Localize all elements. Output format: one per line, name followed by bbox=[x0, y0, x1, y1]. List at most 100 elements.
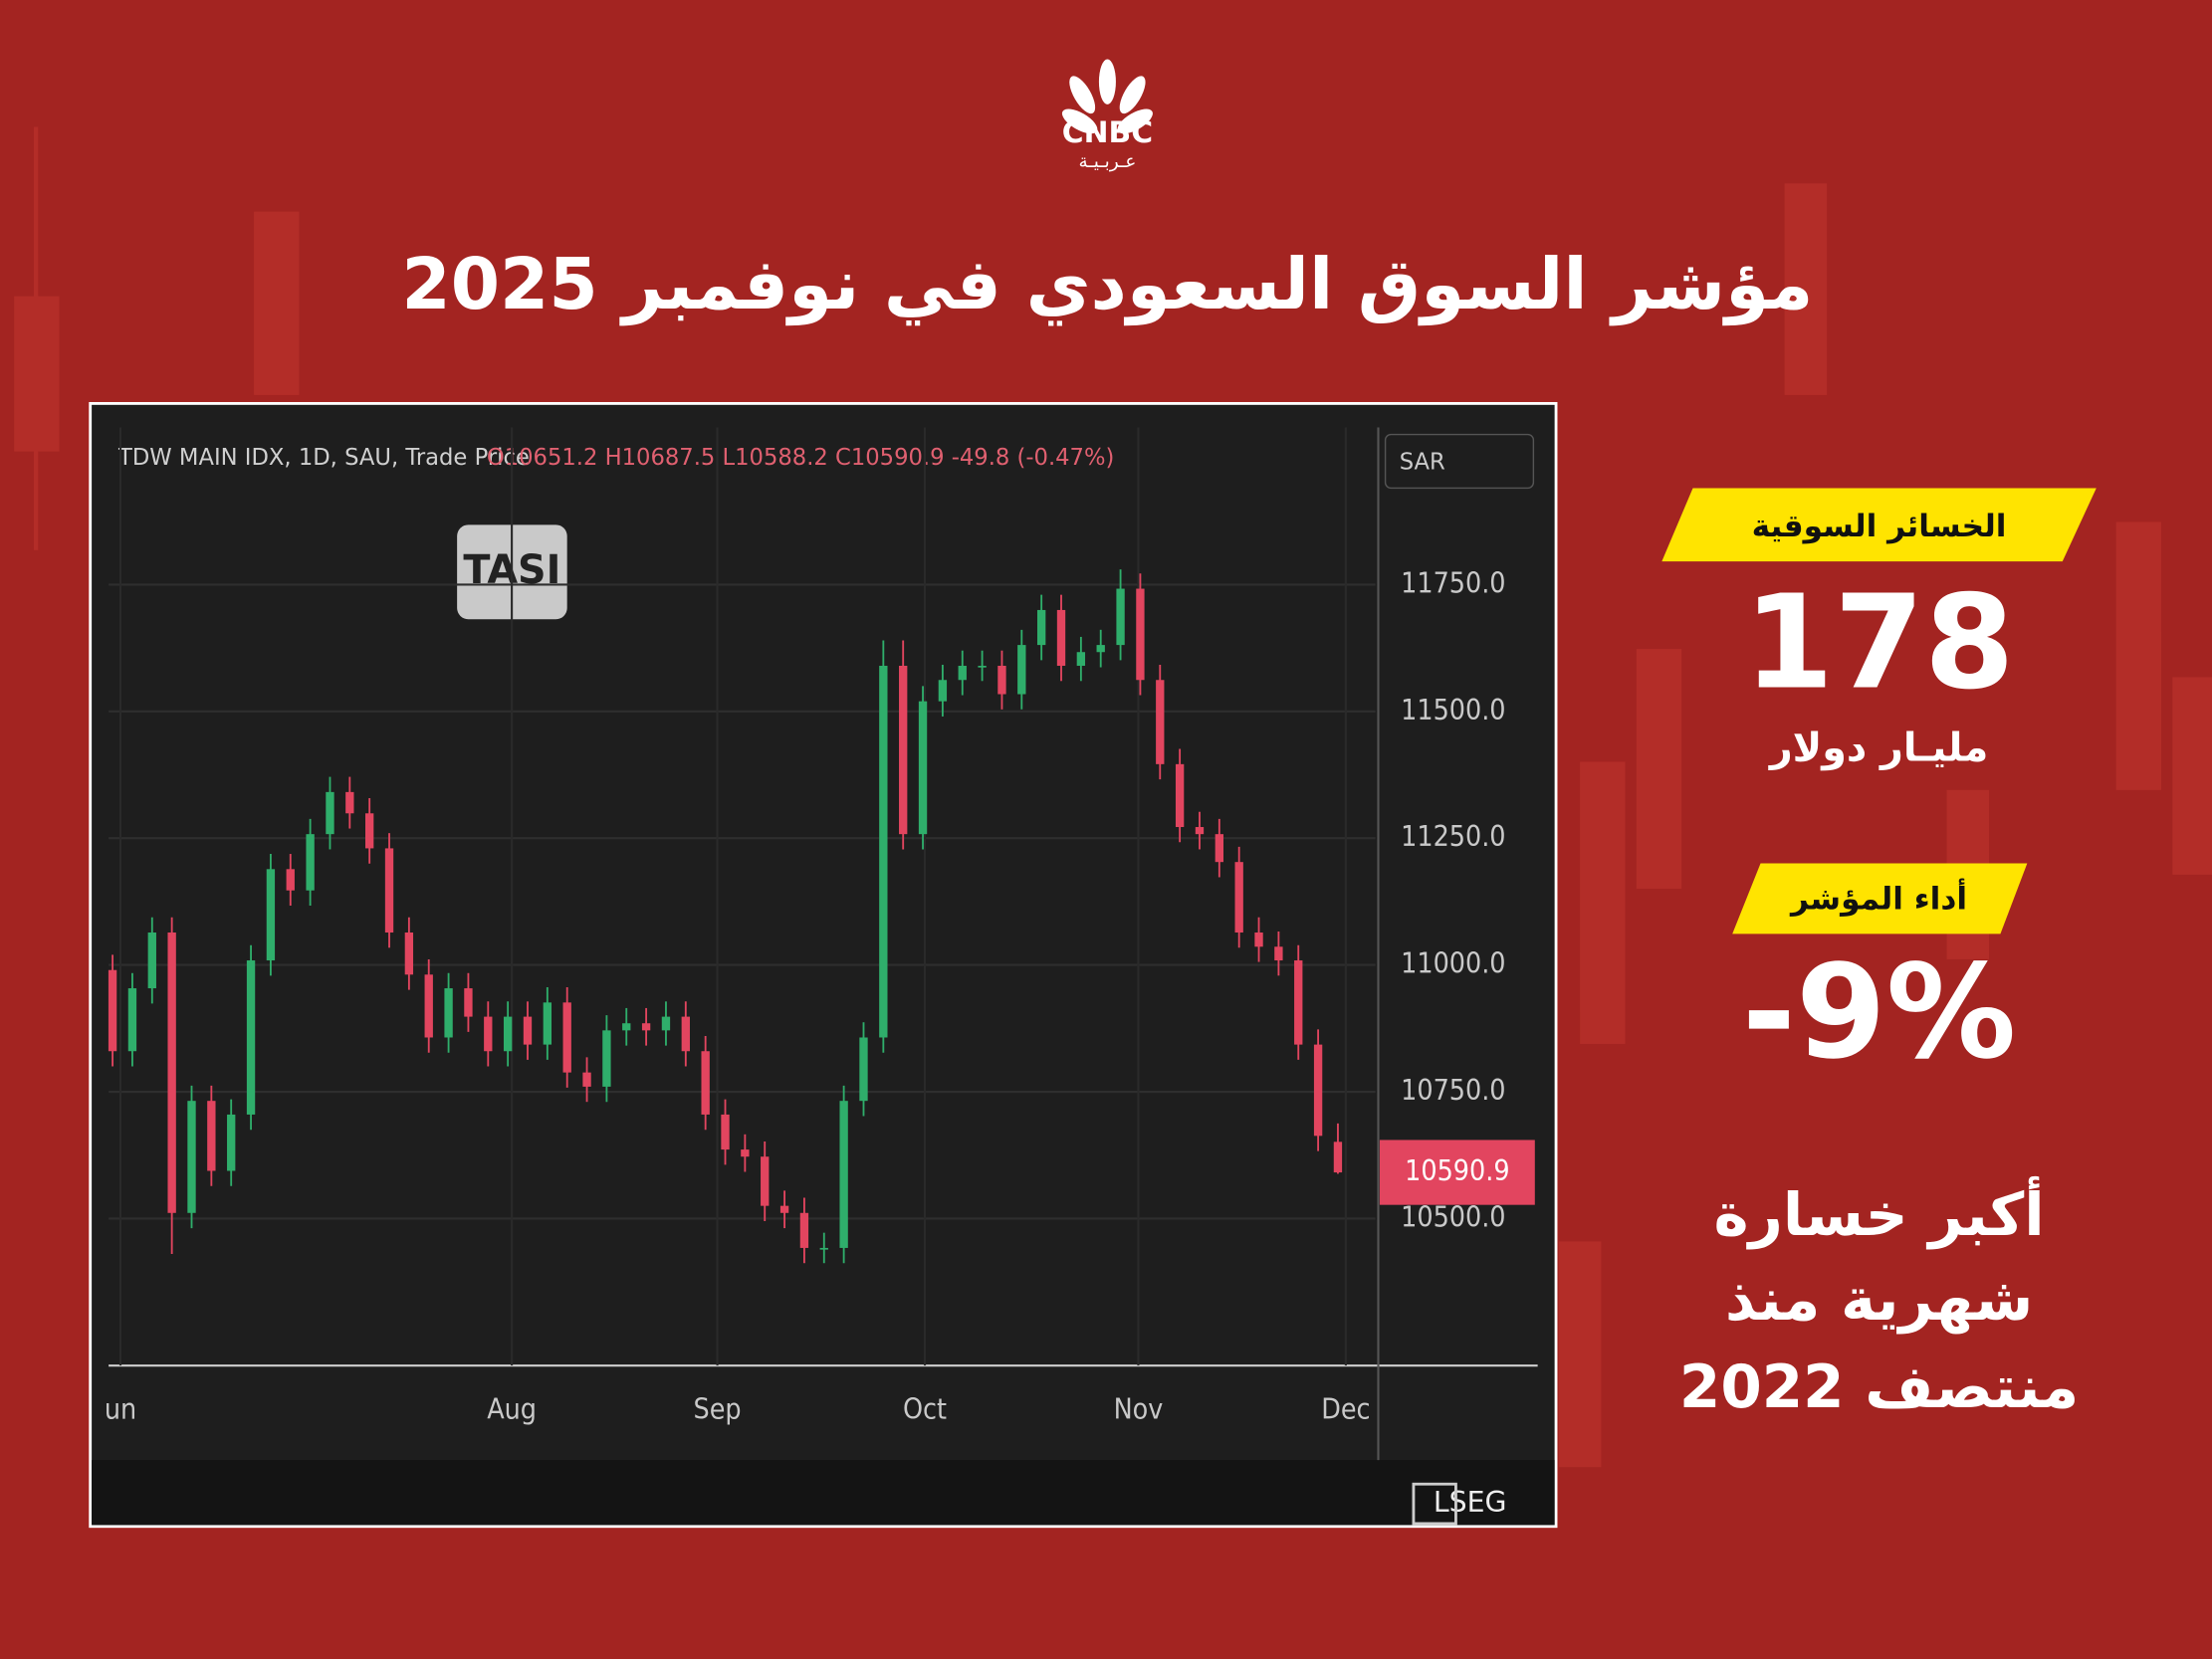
candle-body bbox=[306, 834, 315, 891]
candle-body bbox=[958, 665, 967, 681]
y-tick-label: 11000.0 bbox=[1401, 947, 1505, 980]
performance-value: -9% bbox=[1742, 936, 2016, 1088]
candle-body bbox=[404, 933, 414, 975]
x-tick-label: un bbox=[105, 1393, 136, 1426]
tag bbox=[1661, 488, 2097, 562]
logo-text: CNBC bbox=[1062, 115, 1153, 150]
candle-body bbox=[167, 933, 176, 1213]
candle-body bbox=[464, 988, 473, 1017]
instrument: TDW MAIN IDX, 1D, SAU, Trade Price bbox=[117, 445, 530, 471]
losses-unit: مليـار دولار bbox=[1768, 726, 1988, 771]
source: LSEG bbox=[1434, 1486, 1507, 1519]
logo-subtext: عـربـيـة bbox=[1078, 151, 1136, 172]
title: مؤشر السوق السعودي في نوفمبر 2025 bbox=[401, 243, 1813, 326]
candle-body bbox=[1017, 645, 1026, 695]
x-tick-label: Oct bbox=[903, 1393, 947, 1426]
candle-body bbox=[1313, 1044, 1323, 1137]
performance-label: أداء المؤشر bbox=[1789, 878, 1967, 917]
candle-body bbox=[384, 848, 394, 933]
last-price-box bbox=[1379, 1140, 1535, 1205]
losses-value: 178 bbox=[1744, 567, 2015, 719]
candle-body bbox=[661, 1016, 671, 1031]
candle-body bbox=[127, 988, 137, 1052]
candle-body bbox=[187, 1101, 196, 1213]
note-line: شهرية منذ bbox=[1725, 1266, 2033, 1335]
candle-body bbox=[543, 1002, 553, 1045]
x-tick-label: Nov bbox=[1114, 1393, 1164, 1426]
candle-body bbox=[1076, 652, 1086, 666]
candle-body bbox=[108, 969, 117, 1052]
candle-body bbox=[918, 701, 928, 835]
candle-body bbox=[345, 791, 354, 814]
candle-body bbox=[1254, 933, 1263, 947]
candle-body bbox=[721, 1114, 730, 1150]
currency: SAR bbox=[1400, 449, 1445, 475]
note-line: أكبر خسارة bbox=[1713, 1176, 2044, 1250]
candle-body bbox=[761, 1156, 770, 1206]
candle-body bbox=[1136, 588, 1145, 681]
background-decoration bbox=[14, 126, 2212, 1468]
candle-body bbox=[326, 791, 334, 835]
quote: O10651.2 H10687.5 L10588.2 C10590.9 -49.… bbox=[487, 445, 1114, 471]
y-tick-label: 10500.0 bbox=[1401, 1200, 1505, 1233]
candle-body bbox=[286, 869, 295, 891]
candle-body bbox=[1234, 862, 1243, 933]
candle-body bbox=[978, 665, 987, 668]
candle-body bbox=[1294, 960, 1303, 1045]
source-logo bbox=[1412, 1482, 1457, 1526]
candle-body bbox=[622, 1023, 631, 1031]
candle-body bbox=[503, 1016, 513, 1052]
tag bbox=[1732, 863, 2028, 934]
candle-body bbox=[227, 1114, 236, 1171]
candle-body bbox=[1215, 834, 1223, 863]
candle-body bbox=[819, 1247, 828, 1250]
losses-label: الخسائر السوقية bbox=[1752, 509, 2007, 544]
candle-body bbox=[365, 813, 374, 849]
candle-body bbox=[1333, 1141, 1343, 1173]
candle-body bbox=[523, 1016, 533, 1045]
candle-body bbox=[899, 665, 908, 835]
note-line: منتصف 2022 bbox=[1679, 1353, 2079, 1422]
candle-body bbox=[1175, 763, 1185, 828]
y-tick-label: 10750.0 bbox=[1401, 1074, 1505, 1107]
candle-body bbox=[799, 1212, 809, 1248]
candle-body bbox=[1096, 645, 1105, 653]
candle-body bbox=[839, 1101, 848, 1248]
candle-body bbox=[207, 1101, 216, 1171]
y-tick-label: 11500.0 bbox=[1401, 694, 1505, 726]
candle-body bbox=[1056, 609, 1066, 666]
x-tick-label: Aug bbox=[487, 1393, 537, 1426]
candle-body bbox=[147, 933, 156, 989]
candle-body bbox=[602, 1030, 611, 1087]
y-tick-label: 11750.0 bbox=[1401, 566, 1505, 599]
candle-body bbox=[1195, 827, 1205, 835]
candle-body bbox=[779, 1205, 789, 1213]
candle-body bbox=[246, 960, 256, 1115]
candle-body bbox=[938, 680, 948, 702]
candle-body bbox=[741, 1149, 750, 1157]
last-price-label: 10590.9 bbox=[1405, 1154, 1509, 1187]
logo-mark bbox=[1061, 59, 1153, 134]
candle-body bbox=[562, 1002, 571, 1073]
chart-footer bbox=[92, 1460, 1555, 1526]
candle-body bbox=[424, 974, 433, 1038]
candle-body bbox=[641, 1023, 651, 1031]
x-tick-label: Sep bbox=[694, 1393, 742, 1426]
candle-body bbox=[1036, 609, 1046, 646]
candle-body bbox=[681, 1016, 690, 1052]
x-tick-label: Dec bbox=[1321, 1393, 1370, 1426]
candle-body bbox=[879, 665, 888, 1038]
y-tick-label: 11250.0 bbox=[1401, 820, 1505, 853]
candle-body bbox=[997, 665, 1006, 695]
candle-body bbox=[444, 988, 453, 1038]
candle-body bbox=[266, 869, 276, 961]
candle-body bbox=[1156, 680, 1165, 764]
candle-body bbox=[1274, 946, 1283, 961]
candle-body bbox=[582, 1072, 591, 1087]
candle-body bbox=[859, 1037, 868, 1102]
candle-body bbox=[484, 1016, 493, 1052]
candle-body bbox=[701, 1051, 710, 1115]
candle-body bbox=[1116, 588, 1125, 646]
